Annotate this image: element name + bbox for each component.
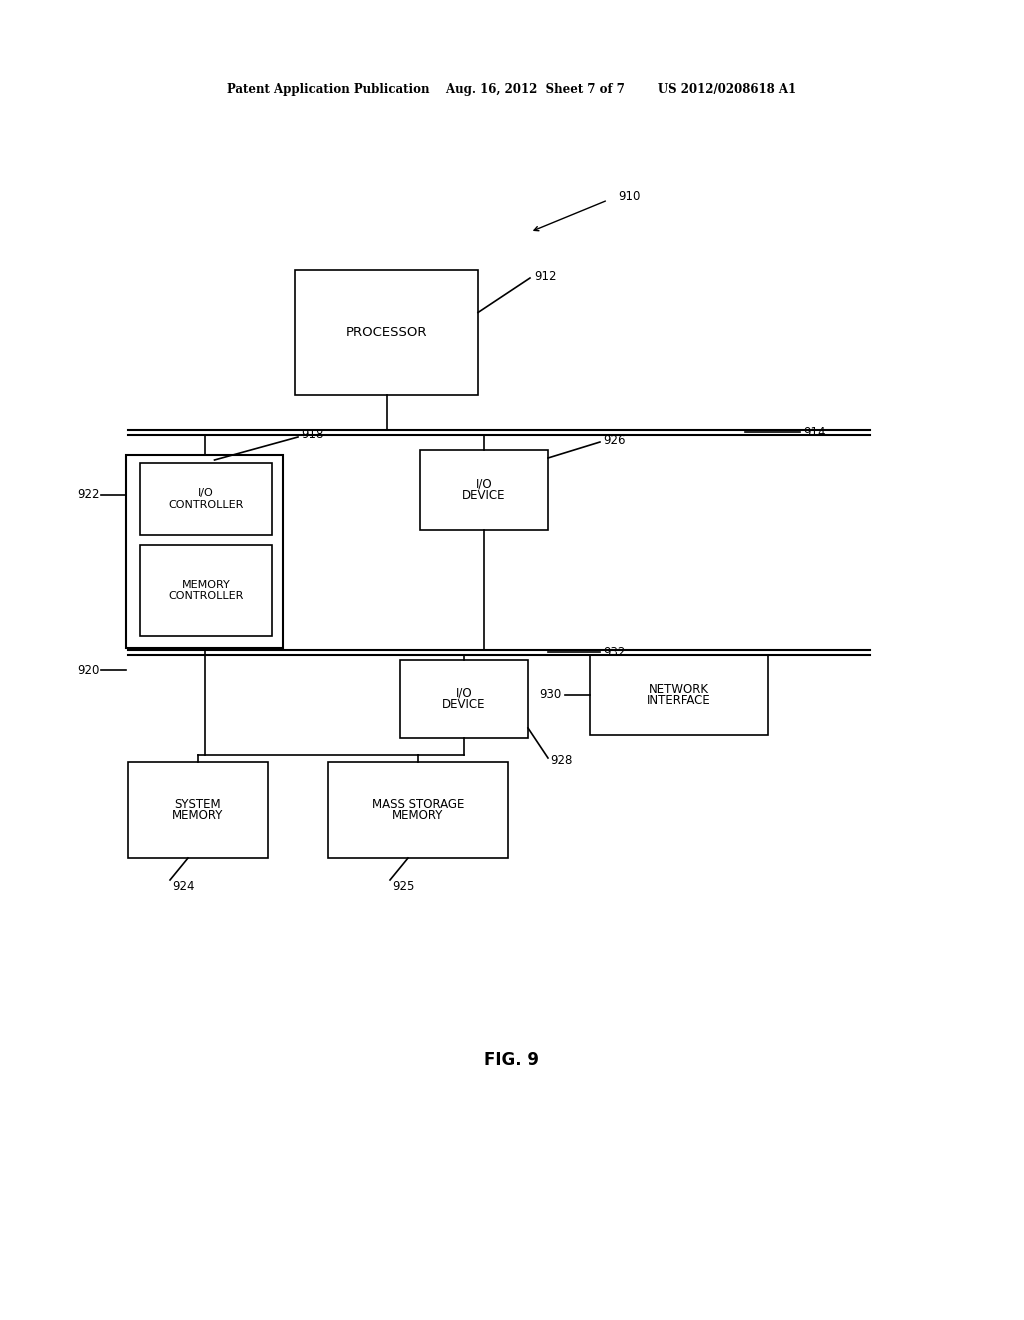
Text: 920: 920 [78, 664, 100, 676]
Text: CONTROLLER: CONTROLLER [168, 499, 244, 510]
Text: INTERFACE: INTERFACE [647, 694, 711, 708]
Text: 924: 924 [172, 879, 195, 892]
Text: PROCESSOR: PROCESSOR [346, 326, 427, 339]
Bar [126, 455, 283, 648]
Text: 910: 910 [618, 190, 640, 203]
Text: MEMORY: MEMORY [181, 579, 230, 590]
Text: Patent Application Publication    Aug. 16, 2012  Sheet 7 of 7        US 2012/020: Patent Application Publication Aug. 16, … [227, 83, 797, 96]
Text: 918: 918 [301, 429, 324, 441]
Text: CONTROLLER: CONTROLLER [168, 591, 244, 601]
Text: 925: 925 [392, 879, 415, 892]
Text: MEMORY: MEMORY [392, 809, 443, 822]
Text: 926: 926 [603, 433, 626, 446]
Text: I/O: I/O [456, 686, 472, 700]
Text: I/O: I/O [198, 488, 214, 499]
Text: NETWORK: NETWORK [649, 682, 709, 696]
Bar [140, 545, 272, 636]
Bar [328, 762, 508, 858]
Text: MEMORY: MEMORY [172, 809, 223, 822]
Bar [295, 271, 478, 395]
Bar [128, 762, 268, 858]
Text: MASS STORAGE: MASS STORAGE [372, 797, 464, 810]
Text: 932: 932 [603, 645, 626, 659]
Bar [420, 450, 548, 531]
Bar [140, 463, 272, 535]
Text: FIG. 9: FIG. 9 [484, 1051, 540, 1069]
Text: DEVICE: DEVICE [462, 490, 506, 503]
Bar [400, 660, 528, 738]
Text: 914: 914 [803, 425, 825, 438]
Text: SYSTEM: SYSTEM [175, 797, 221, 810]
Text: I/O: I/O [476, 478, 493, 491]
Text: 930: 930 [540, 689, 562, 701]
Text: DEVICE: DEVICE [442, 698, 485, 711]
Bar [590, 655, 768, 735]
Text: 922: 922 [78, 488, 100, 502]
Text: 928: 928 [550, 754, 572, 767]
Text: 912: 912 [534, 269, 556, 282]
